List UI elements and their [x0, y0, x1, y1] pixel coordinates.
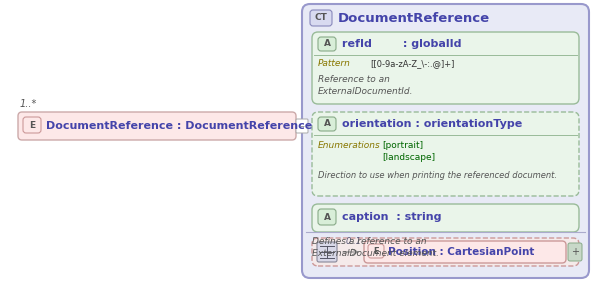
Text: Defines a reference to an: Defines a reference to an — [312, 237, 426, 246]
Text: –: – — [299, 121, 304, 131]
Text: [portrait]: [portrait] — [382, 140, 423, 149]
FancyBboxPatch shape — [312, 112, 579, 196]
Text: ExternalDocument element.: ExternalDocument element. — [312, 248, 439, 258]
FancyBboxPatch shape — [296, 119, 308, 133]
FancyBboxPatch shape — [318, 209, 336, 225]
Text: Enumerations: Enumerations — [318, 140, 381, 149]
Text: CT: CT — [314, 14, 327, 23]
Text: 0..1: 0..1 — [346, 237, 362, 246]
Text: Direction to use when printing the referenced document.: Direction to use when printing the refer… — [318, 171, 557, 181]
FancyBboxPatch shape — [312, 32, 579, 104]
Text: A: A — [324, 119, 330, 128]
Text: E: E — [29, 121, 35, 130]
Text: Position : CartesianPoint: Position : CartesianPoint — [388, 247, 534, 257]
FancyBboxPatch shape — [302, 4, 589, 278]
Text: 1..*: 1..* — [20, 99, 37, 109]
FancyBboxPatch shape — [18, 112, 296, 140]
Text: DocumentReference: DocumentReference — [338, 12, 490, 25]
Text: ExternalDocumentId.: ExternalDocumentId. — [318, 87, 413, 95]
FancyBboxPatch shape — [23, 117, 41, 133]
FancyBboxPatch shape — [318, 37, 336, 51]
FancyBboxPatch shape — [310, 10, 332, 26]
Text: +: + — [571, 247, 579, 257]
Text: E: E — [373, 246, 379, 256]
Text: refId        : globalId: refId : globalId — [342, 39, 461, 49]
FancyBboxPatch shape — [317, 242, 337, 262]
Text: A: A — [324, 213, 330, 222]
FancyBboxPatch shape — [312, 204, 579, 232]
Text: Reference to an: Reference to an — [318, 74, 390, 83]
Text: [landscape]: [landscape] — [382, 153, 435, 162]
FancyBboxPatch shape — [368, 244, 384, 258]
Text: [[0-9a-zA-Z_\-:.@]+]: [[0-9a-zA-Z_\-:.@]+] — [370, 59, 454, 68]
Text: DocumentReference : DocumentReference: DocumentReference : DocumentReference — [46, 121, 313, 131]
FancyBboxPatch shape — [364, 241, 566, 263]
Text: Pattern: Pattern — [318, 59, 351, 68]
FancyBboxPatch shape — [318, 117, 336, 131]
Text: A: A — [324, 40, 330, 48]
FancyBboxPatch shape — [312, 238, 579, 266]
Text: orientation : orientationType: orientation : orientationType — [342, 119, 522, 129]
Text: caption  : string: caption : string — [342, 212, 442, 222]
FancyBboxPatch shape — [568, 243, 582, 261]
